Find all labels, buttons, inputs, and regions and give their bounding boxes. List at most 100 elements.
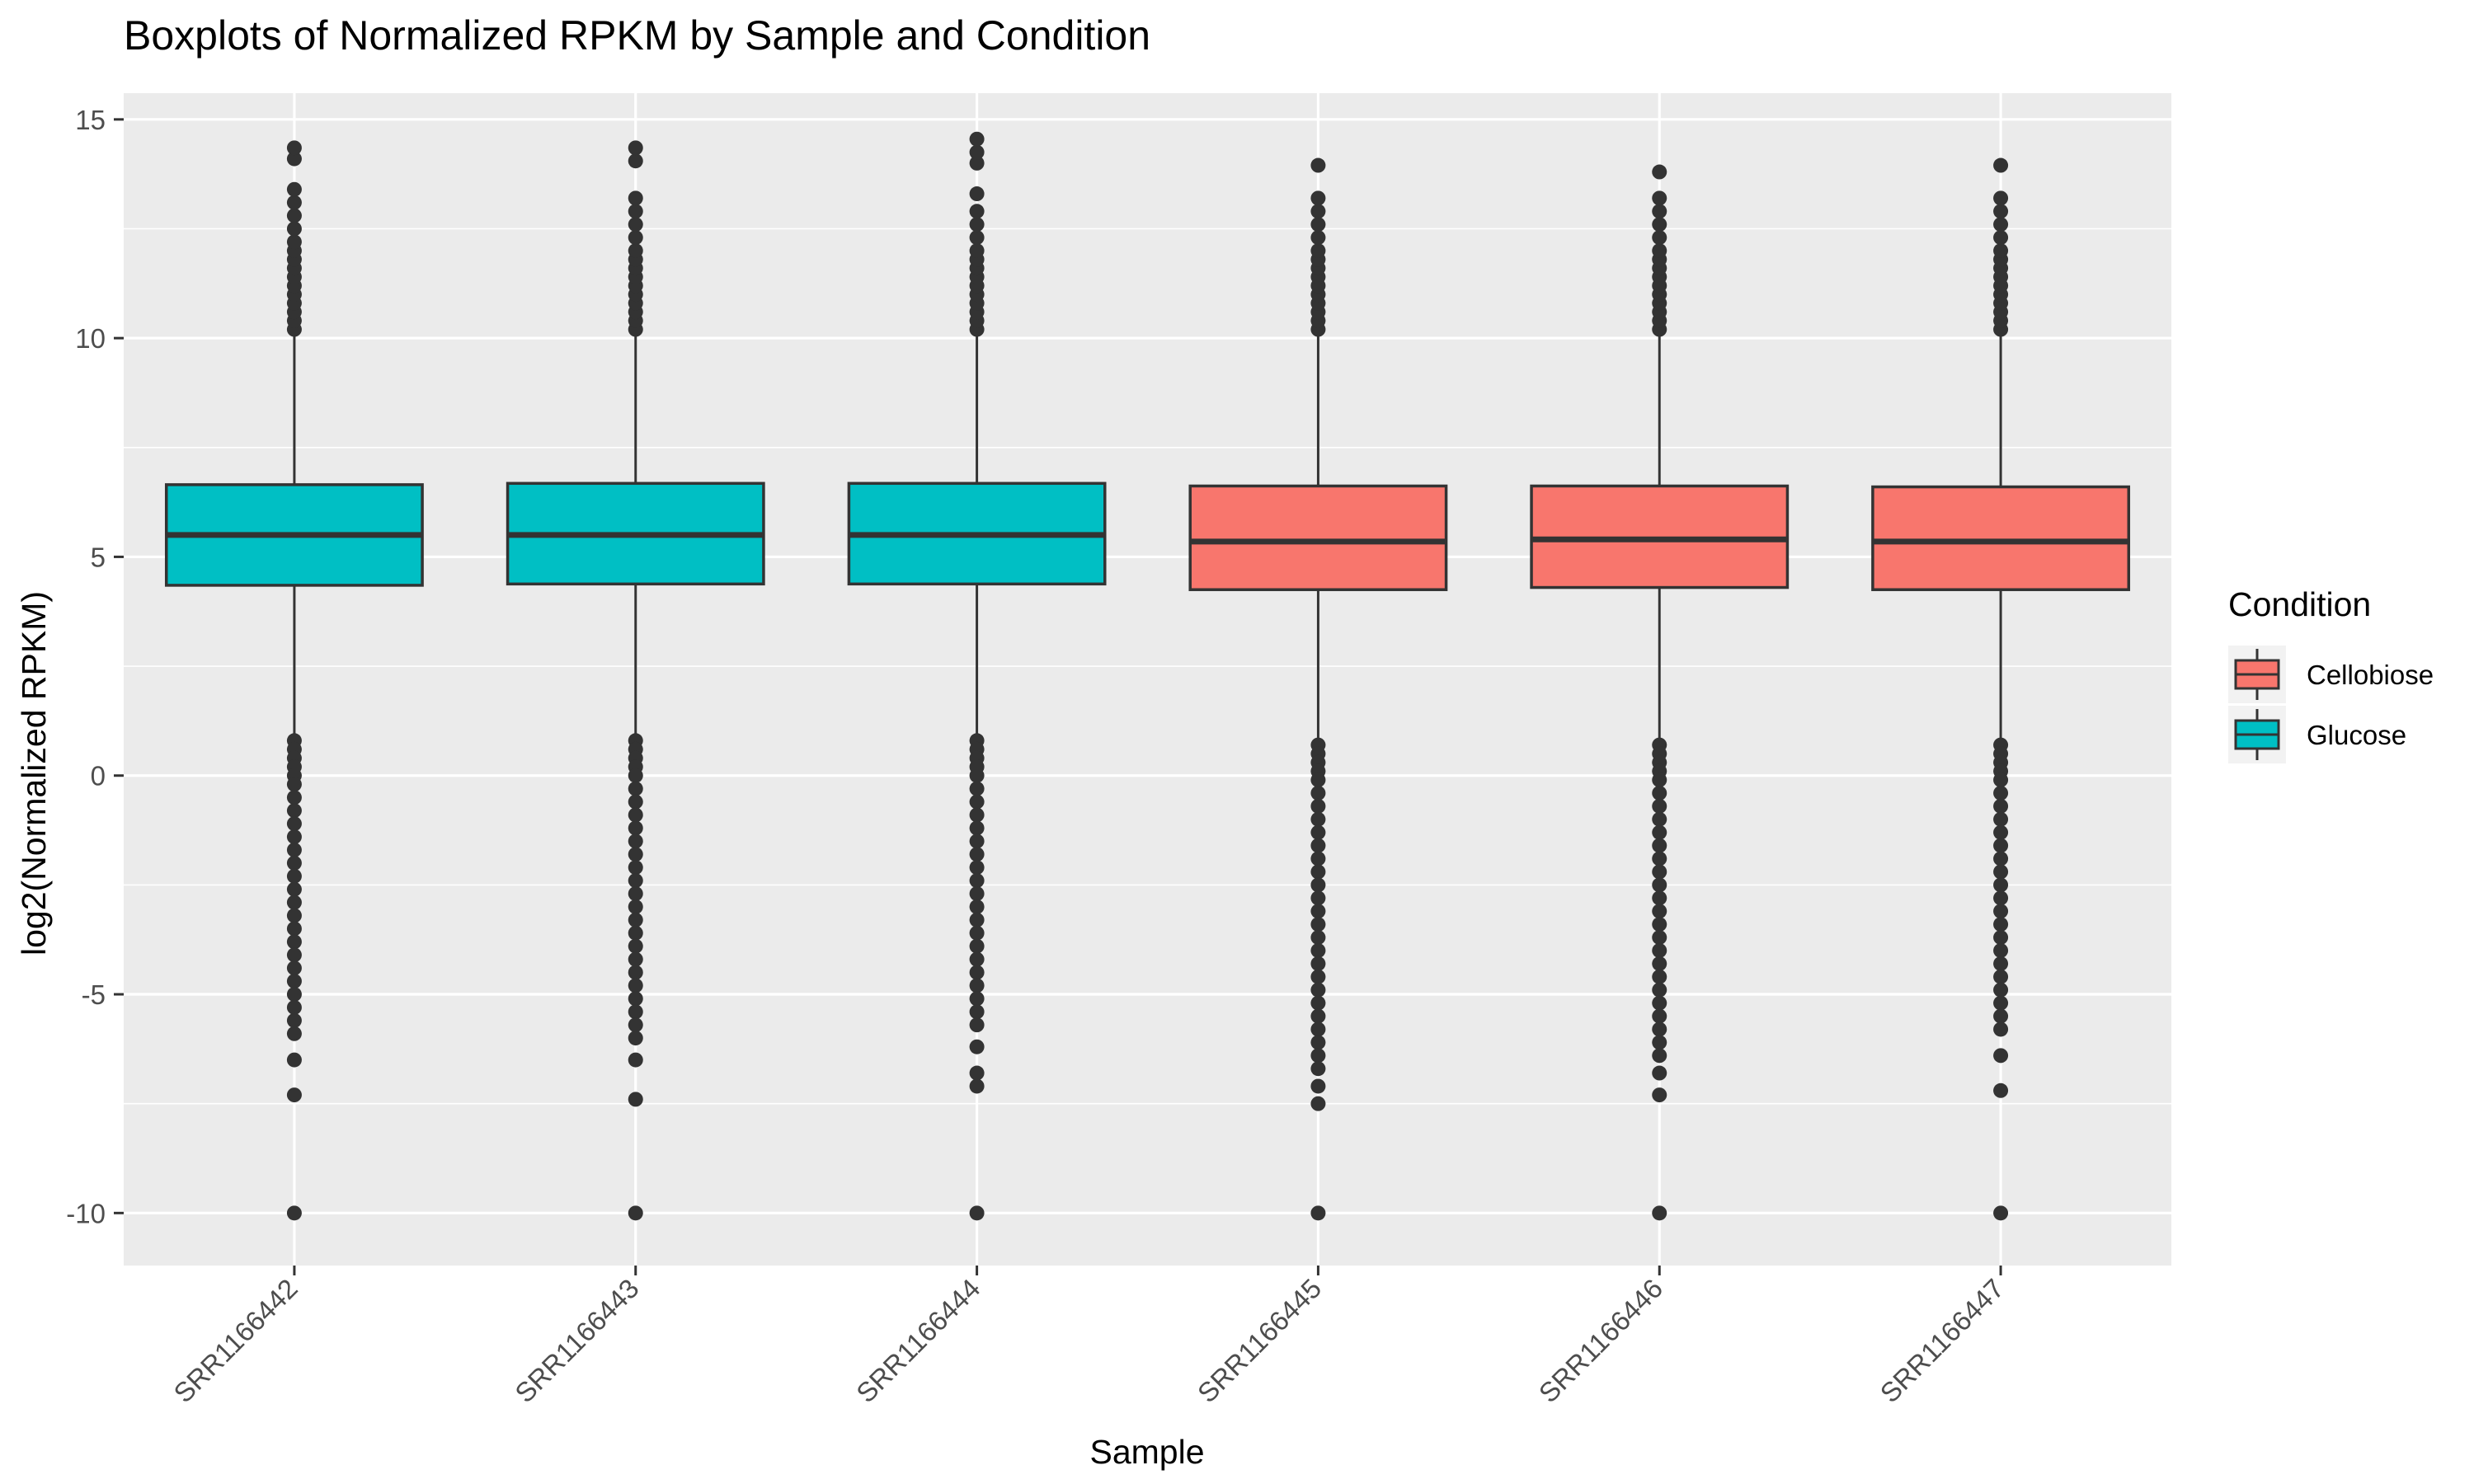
outlier-point: [286, 947, 302, 963]
outlier-point: [969, 1017, 985, 1033]
outlier-point: [1310, 798, 1326, 814]
outlier-point: [969, 860, 985, 876]
outlier-point: [1652, 851, 1667, 866]
panel-background: [124, 93, 2171, 1266]
outlier-point: [1310, 785, 1326, 801]
outlier-point: [1310, 1048, 1326, 1064]
outlier-point: [1993, 1082, 2009, 1098]
outlier-point: [1310, 773, 1326, 788]
y-tick-label: -10: [66, 1198, 106, 1228]
outlier-point: [1652, 811, 1667, 827]
outlier-point: [1310, 824, 1326, 840]
box-iqr: [1188, 484, 1448, 591]
y-tick-label: -5: [82, 979, 106, 1010]
outlier-point: [1652, 824, 1667, 840]
outlier-point: [286, 829, 302, 845]
outlier-point: [1993, 864, 2009, 880]
outlier-point: [286, 895, 302, 910]
outlier-point: [1310, 864, 1326, 880]
outlier-point: [628, 965, 643, 980]
outlier-point: [1652, 1205, 1667, 1221]
outlier-point: [1652, 890, 1667, 906]
outlier-point: [1652, 1048, 1667, 1064]
outlier-point: [1310, 230, 1326, 246]
outlier-point: [1652, 982, 1667, 998]
outlier-point: [1310, 969, 1326, 984]
outlier-point: [628, 1017, 643, 1033]
outlier-point: [969, 847, 985, 862]
outlier-point: [1652, 838, 1667, 853]
outlier-point: [1652, 230, 1667, 246]
outlier-point: [628, 190, 643, 206]
outlier-point: [1310, 190, 1326, 206]
outlier-point: [628, 847, 643, 862]
outlier-point: [1310, 204, 1326, 219]
outlier-point: [1310, 1205, 1326, 1221]
outlier-point: [1652, 930, 1667, 946]
outlier-point: [286, 1087, 302, 1103]
outlier-point: [1993, 811, 2009, 827]
outlier-point: [1310, 890, 1326, 906]
outlier-point: [628, 1205, 643, 1221]
outlier-point: [1652, 217, 1667, 232]
legend-item-glucose: Glucose: [2228, 706, 2406, 763]
outlier-point: [628, 925, 643, 941]
outlier-point: [1652, 864, 1667, 880]
outlier-point: [628, 820, 643, 836]
outlier-point: [286, 234, 302, 250]
y-tick-label: 10: [75, 323, 106, 354]
outlier-point: [628, 1092, 643, 1107]
outlier-point: [1993, 969, 2009, 984]
outlier-point: [286, 816, 302, 832]
outlier-point: [628, 951, 643, 967]
outlier-point: [1993, 930, 2009, 946]
outlier-point: [286, 934, 302, 950]
outlier-point: [1310, 1008, 1326, 1024]
box-SRR1166446: [1530, 164, 1790, 1221]
plot-panel: [124, 93, 2171, 1266]
outlier-point: [628, 912, 643, 928]
outlier-point: [1652, 1065, 1667, 1081]
outlier-point: [1310, 1061, 1326, 1077]
outlier-point: [969, 243, 985, 259]
outlier-point: [286, 960, 302, 976]
outlier-point: [1993, 838, 2009, 853]
outlier-point: [628, 807, 643, 823]
outlier-point: [969, 204, 985, 219]
outlier-point: [628, 1052, 643, 1068]
outlier-point: [286, 151, 302, 167]
chart-title: Boxplots of Normalized RPKM by Sample an…: [124, 12, 1150, 59]
outlier-point: [1310, 1035, 1326, 1050]
outlier-point: [286, 208, 302, 223]
outlier-point: [628, 230, 643, 246]
outlier-point: [1652, 1087, 1667, 1103]
outlier-point: [969, 912, 985, 928]
outlier-point: [1652, 917, 1667, 932]
outlier-point: [1652, 877, 1667, 893]
outlier-point: [1652, 956, 1667, 971]
outlier-point: [628, 153, 643, 169]
outlier-point: [628, 140, 643, 156]
outlier-point: [1652, 1021, 1667, 1037]
outlier-point: [969, 768, 985, 783]
outlier-point: [286, 140, 302, 156]
outlier-point: [1652, 773, 1667, 788]
outlier-point: [1993, 942, 2009, 958]
outlier-point: [1652, 942, 1667, 958]
outlier-point: [1310, 1078, 1326, 1094]
box-SRR1166442: [164, 140, 424, 1221]
outlier-point: [969, 991, 985, 1007]
outlier-point: [1310, 904, 1326, 919]
outlier-point: [1652, 204, 1667, 219]
outlier-point: [969, 899, 985, 914]
outlier-point: [1993, 1205, 2009, 1221]
outlier-point: [969, 794, 985, 810]
outlier-point: [1652, 798, 1667, 814]
outlier-point: [628, 991, 643, 1007]
outlier-point: [628, 768, 643, 783]
outlier-point: [1993, 230, 2009, 246]
outlier-point: [969, 807, 985, 823]
outlier-point: [286, 921, 302, 937]
outlier-point: [286, 974, 302, 989]
